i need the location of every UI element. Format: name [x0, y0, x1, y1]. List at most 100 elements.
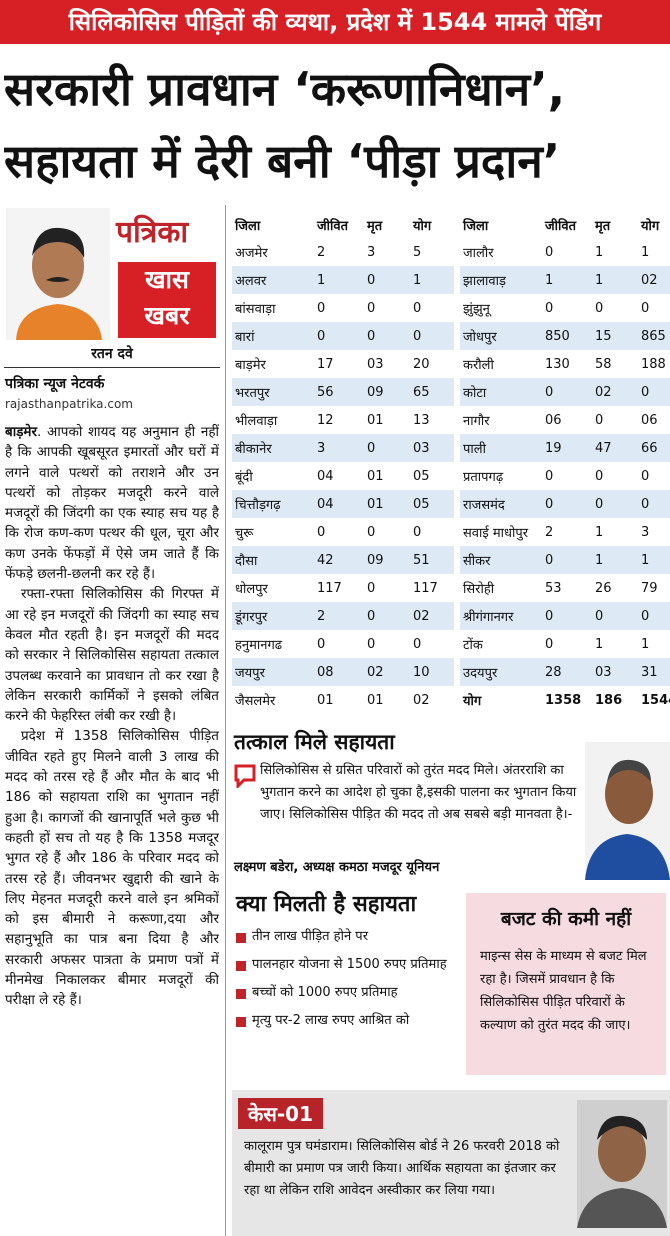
table-row: करौली 130 58 188	[460, 350, 670, 378]
table-cell: 06	[545, 412, 562, 428]
table-row: नागौर 06 0 06	[460, 406, 670, 434]
brand-logo: पत्रिका	[116, 215, 189, 250]
table-cell: राजसमंद	[460, 490, 542, 518]
table-row: चित्तौड़गढ़ 04 01 05	[232, 490, 454, 518]
table-cell: डूंगरपुर	[232, 602, 314, 630]
table-cell: कोटा	[460, 378, 542, 406]
case-box: केस-01 कालूराम पुत्र घमंडाराम। सिलिकोसिस…	[232, 1090, 670, 1236]
table-cell: 0	[595, 300, 604, 316]
table-cell: जैसलमेर	[235, 694, 276, 709]
table-cell: जालौर	[463, 246, 494, 261]
paragraph: प्रदेश में 1358 सिलिकोसिस पीड़ित जीवित र…	[5, 726, 219, 1010]
table-cell: 186	[595, 692, 623, 708]
table-cell: 1	[592, 546, 638, 574]
table-cell: 1	[592, 266, 638, 294]
table-cell: 0	[545, 300, 554, 316]
table-cell: 0	[413, 636, 422, 652]
table-cell: श्रीगंगानगर	[460, 602, 542, 630]
benefits-heading: क्या मिलती है सहायता	[236, 892, 417, 917]
table-cell: 2	[545, 524, 554, 540]
table-cell: 12	[317, 412, 334, 428]
header-cell: योग	[638, 212, 670, 238]
bullet	[236, 1017, 246, 1027]
table-cell: योग	[463, 694, 482, 709]
table-cell: पाली	[460, 434, 542, 462]
table-cell: 3	[314, 434, 364, 462]
table-cell: 2	[314, 602, 364, 630]
table-cell: 02	[413, 692, 430, 708]
table-cell: बारां	[232, 322, 314, 350]
table-cell: प्रतापगढ़	[463, 470, 504, 485]
table-cell: 850	[542, 322, 592, 350]
benefit-item: पालनहार योजना से 1500 रुपए प्रतिमाह	[236, 954, 458, 976]
quote-attribution: लक्ष्मण बडेरा, अध्यक्ष कमठा मजदूर यूनियन	[234, 860, 440, 875]
table-cell: 06	[641, 412, 658, 428]
table-cell: 0	[641, 468, 650, 484]
table-cell: 117	[317, 580, 342, 596]
table-cell: 0	[595, 468, 604, 484]
table-container: जिला जीवित मृत योग अजमेर 2 3 5 अलवर 1 0 1 बांसवाड़ा 0…	[232, 212, 454, 714]
table-cell: 02	[592, 378, 638, 406]
table-cell: 01	[364, 490, 410, 518]
table-cell: 0	[542, 378, 592, 406]
table-cell: 1	[595, 244, 604, 260]
table-cell: 0	[367, 300, 376, 316]
banner: सिलिकोसिस पीड़ितों की व्यथा, प्रदेश में …	[0, 0, 670, 44]
case-photo	[577, 1100, 667, 1228]
table-cell: 1	[314, 266, 364, 294]
table-cell: 03	[592, 658, 638, 686]
bullet	[236, 961, 246, 971]
table-cell: 0	[314, 322, 364, 350]
table-cell: 0	[542, 602, 592, 630]
table-cell: 31	[638, 658, 670, 686]
table-cell: 09	[364, 378, 410, 406]
table-cell: 3	[641, 524, 650, 540]
table-cell: जोधपुर	[460, 322, 542, 350]
table-cell: बूंदी	[235, 470, 253, 485]
table-cell: 01	[367, 692, 384, 708]
table-row: अलवर 1 0 1	[232, 266, 454, 294]
table-cell: 0	[545, 468, 554, 484]
table-row: सीकर 0 1 1	[460, 546, 670, 574]
dateline: बाड़मेर	[5, 424, 38, 440]
table-cell: 0	[592, 490, 638, 518]
table-cell: 01	[367, 468, 384, 484]
table-cell: 56	[314, 378, 364, 406]
table-cell: 53	[545, 580, 562, 596]
table-cell: 42	[314, 546, 364, 574]
table-row: बूंदी 04 01 05	[232, 462, 454, 490]
table-cell: 1	[595, 524, 604, 540]
table-cell: 0	[545, 244, 554, 260]
table-row: पाली 19 47 66	[460, 434, 670, 462]
table-cell: 02	[638, 266, 670, 294]
table-cell: 58	[595, 356, 612, 372]
table-row: दौसा 42 09 51	[232, 546, 454, 574]
table-cell: 03	[410, 434, 454, 462]
quote-heading: तत्काल मिले सहायता	[234, 730, 395, 754]
table-row: हनुमानगढ 0 0 0	[232, 630, 454, 658]
table-cell: 0	[410, 322, 454, 350]
benefit-item: मृत्यु पर-2 लाख रुपए आश्रित को	[236, 1010, 458, 1032]
table-cell: 130	[545, 356, 570, 372]
table-cell: 28	[542, 658, 592, 686]
table-row: जैसलमेर 01 01 02	[232, 686, 454, 714]
table-cell: 51	[410, 546, 454, 574]
table-cell: अजमेर	[235, 246, 268, 261]
paragraph-text: रफ्ता-रफ्ता सिलिकोसिस की गिरफ्त में आ रह…	[5, 586, 219, 725]
table-cell: सवाई माधोपुर	[463, 526, 529, 541]
benefit-text: बच्चों को 1000 रुपए प्रतिमाह	[252, 985, 398, 1000]
table-cell: 0	[364, 434, 410, 462]
table-cell: 79	[641, 580, 658, 596]
table-cell: हनुमानगढ	[235, 638, 283, 653]
paragraph-text: . आपको शायद यह अनुमान ही नहीं है कि आपकी…	[5, 424, 219, 583]
table-cell: दौसा	[232, 546, 314, 574]
header-row: जिला जीवित मृत योग	[232, 212, 454, 238]
paragraph: बाड़मेर. आपको शायद यह अनुमान ही नहीं है …	[5, 422, 219, 584]
table-cell: 17	[317, 356, 334, 372]
table-cell: 0	[364, 602, 410, 630]
table-row: जोधपुर 850 15 865	[460, 322, 670, 350]
benefit-item: तीन लाख पीड़ित होने पर	[236, 926, 458, 948]
author: रतन दवे	[4, 344, 220, 368]
table-cell: चुरू	[235, 526, 254, 541]
table-cell: 1	[410, 266, 454, 294]
